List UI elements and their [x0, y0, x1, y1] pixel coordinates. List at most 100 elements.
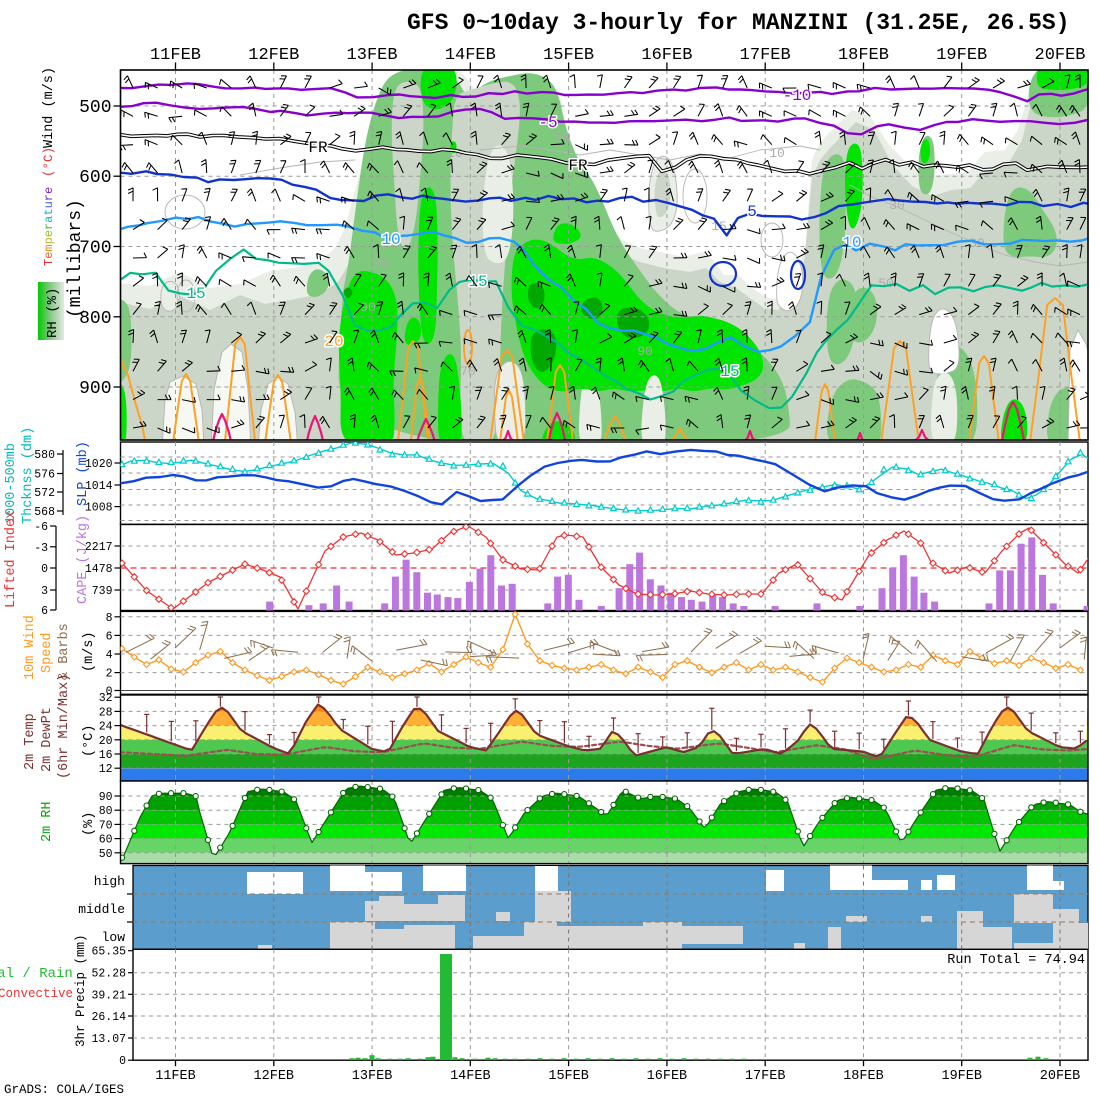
svg-text:3hr Precip (mm): 3hr Precip (mm)	[74, 934, 88, 1047]
svg-text:12FEB: 12FEB	[254, 1069, 295, 1084]
svg-text:high: high	[94, 874, 125, 889]
svg-text:13FEB: 13FEB	[352, 1069, 393, 1084]
svg-text:11FEB: 11FEB	[155, 1069, 196, 1084]
svg-text:39.21: 39.21	[91, 989, 126, 1002]
svg-text:14FEB: 14FEB	[450, 1069, 491, 1084]
svg-text:90: 90	[99, 791, 113, 804]
svg-text:-6: -6	[34, 521, 48, 534]
svg-text:0: 0	[106, 686, 113, 699]
svg-text:(°C): (°C)	[42, 147, 56, 177]
svg-text:20FEB: 20FEB	[1040, 1069, 1081, 1084]
svg-text:0: 0	[41, 563, 48, 576]
svg-text:13.07: 13.07	[91, 1033, 126, 1046]
svg-text:8: 8	[106, 612, 113, 625]
svg-text:580: 580	[34, 449, 55, 462]
svg-text:CAPE (J/kg): CAPE (J/kg)	[76, 515, 91, 604]
svg-text:1478: 1478	[85, 563, 113, 576]
svg-text:13FEB: 13FEB	[347, 46, 398, 65]
svg-text:15: 15	[468, 273, 487, 291]
svg-text:(millibars): (millibars)	[66, 199, 86, 318]
svg-text:e: e	[42, 252, 56, 259]
svg-text:600: 600	[79, 168, 111, 188]
svg-text:739: 739	[92, 585, 113, 598]
svg-text:15FEB: 15FEB	[548, 1069, 589, 1084]
svg-text:30: 30	[762, 385, 778, 400]
svg-text:50: 50	[878, 276, 894, 291]
svg-text:50: 50	[555, 130, 571, 145]
svg-text:28: 28	[99, 706, 113, 719]
svg-text:10: 10	[769, 146, 785, 161]
svg-text:20FEB: 20FEB	[1035, 46, 1086, 65]
svg-text:24: 24	[99, 721, 113, 734]
svg-text:(%): (%)	[82, 812, 97, 836]
svg-text:2m DewPt: 2m DewPt	[40, 707, 55, 772]
svg-text:20: 20	[324, 333, 343, 351]
svg-text:90: 90	[360, 300, 376, 315]
svg-text:6: 6	[41, 605, 48, 618]
svg-text:5: 5	[747, 203, 757, 221]
svg-text:1008: 1008	[85, 502, 113, 515]
svg-text:(m/s): (m/s)	[82, 631, 97, 672]
svg-text:11FEB: 11FEB	[150, 46, 201, 65]
svg-text:-10: -10	[783, 87, 812, 105]
svg-text:16: 16	[99, 749, 113, 762]
svg-text:(6hr Min/Max): (6hr Min/Max)	[57, 674, 72, 779]
svg-text:0: 0	[119, 1055, 126, 1068]
svg-text:900: 900	[79, 379, 111, 399]
svg-text:T: T	[42, 259, 56, 266]
svg-text:19FEB: 19FEB	[941, 1069, 982, 1084]
svg-text:Speed: Speed	[40, 632, 55, 673]
svg-text:576: 576	[34, 469, 55, 482]
svg-text:26.14: 26.14	[91, 1011, 126, 1024]
svg-text:70: 70	[460, 364, 476, 379]
svg-text:p: p	[42, 237, 56, 244]
svg-text:2217: 2217	[85, 541, 113, 554]
svg-text:2: 2	[106, 668, 113, 681]
svg-text:FR: FR	[308, 139, 328, 157]
svg-text:15: 15	[720, 363, 739, 381]
svg-text:r: r	[42, 194, 56, 201]
svg-text:2m Temp: 2m Temp	[23, 713, 38, 770]
svg-text:-5: -5	[538, 114, 557, 132]
svg-text:2m RH: 2m RH	[40, 801, 55, 842]
svg-text:GrADS: COLA/IGES: GrADS: COLA/IGES	[4, 1083, 124, 1097]
svg-text:800: 800	[79, 309, 111, 329]
svg-text:GFS 0~10day 3-hourly for MANZI: GFS 0~10day 3-hourly for MANZINI (31.25E…	[407, 10, 1070, 36]
svg-text:12: 12	[99, 763, 113, 776]
svg-text:16FEB: 16FEB	[641, 46, 692, 65]
svg-text:Wind (m/s): Wind (m/s)	[42, 67, 57, 148]
svg-text:10m Wind: 10m Wind	[23, 615, 38, 680]
svg-text:572: 572	[34, 487, 55, 500]
svg-text:1000-500mb: 1000-500mb	[4, 443, 19, 524]
svg-text:Lifted Index: Lifted Index	[4, 511, 19, 608]
svg-text:m: m	[42, 244, 56, 251]
svg-text:50: 50	[99, 848, 113, 861]
svg-text:20: 20	[99, 735, 113, 748]
svg-text:30: 30	[969, 236, 985, 251]
svg-text:70: 70	[99, 819, 113, 832]
svg-text:17FEB: 17FEB	[745, 1069, 786, 1084]
svg-text:15FEB: 15FEB	[543, 46, 594, 65]
svg-text:18FEB: 18FEB	[843, 1069, 884, 1084]
svg-text:700: 700	[79, 239, 111, 259]
svg-text:65.35: 65.35	[91, 946, 126, 959]
svg-text:80: 80	[99, 805, 113, 818]
svg-text:18FEB: 18FEB	[838, 46, 889, 65]
svg-text:FR: FR	[568, 157, 588, 175]
svg-text:3: 3	[41, 585, 48, 598]
svg-text:60: 60	[99, 834, 113, 847]
svg-text:32: 32	[99, 692, 113, 705]
svg-text:17FEB: 17FEB	[740, 46, 791, 65]
svg-text:Run Total = 74.94: Run Total = 74.94	[947, 953, 1085, 968]
svg-text:e: e	[42, 187, 56, 194]
svg-text:568: 568	[34, 506, 55, 519]
svg-text:16FEB: 16FEB	[647, 1069, 688, 1084]
svg-text:6: 6	[106, 630, 113, 643]
svg-text:low: low	[102, 930, 126, 945]
svg-text:Total / Rain: Total / Rain	[0, 966, 73, 982]
svg-text:12FEB: 12FEB	[248, 46, 299, 65]
svg-text:1014: 1014	[85, 480, 113, 493]
svg-text:Thcknss (dm): Thcknss (dm)	[21, 427, 36, 524]
svg-text:RH (%): RH (%)	[45, 288, 61, 338]
svg-text:4: 4	[106, 649, 113, 662]
